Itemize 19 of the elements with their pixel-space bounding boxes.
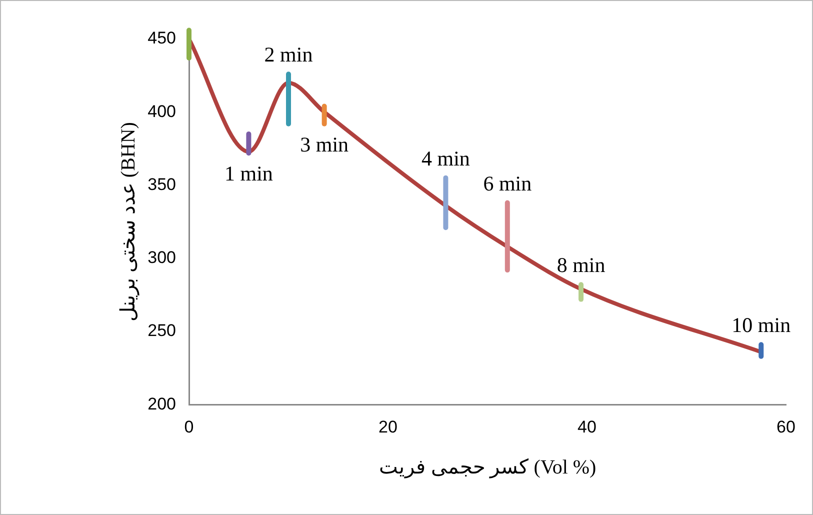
x-tick-label: 0 <box>184 417 194 436</box>
annotation: 6 min <box>483 171 532 196</box>
y-tick-label: 400 <box>148 102 176 121</box>
y-axis-title: عدد سختی برینل (BHN) <box>117 122 140 322</box>
annotation: 8 min <box>556 253 606 278</box>
x-tick-label: 40 <box>578 417 596 436</box>
x-axis-title: کسر حجمی فریت (Vol %) <box>378 456 596 478</box>
y-tick-label: 200 <box>148 394 176 414</box>
annotation: 10 min <box>732 313 792 338</box>
x-tick-label: 20 <box>378 417 398 436</box>
y-tick-label: 250 <box>148 321 176 340</box>
annotation: 2 min <box>264 42 314 67</box>
annotation: 1 min <box>224 162 274 186</box>
y-tick-label: 450 <box>148 28 176 48</box>
x-tick-label: 60 <box>776 417 796 436</box>
y-tick-label: 350 <box>148 174 176 194</box>
y-tick-label: 300 <box>148 248 176 268</box>
annotation: 4 min <box>422 146 470 170</box>
annotation: 3 min <box>300 132 350 156</box>
